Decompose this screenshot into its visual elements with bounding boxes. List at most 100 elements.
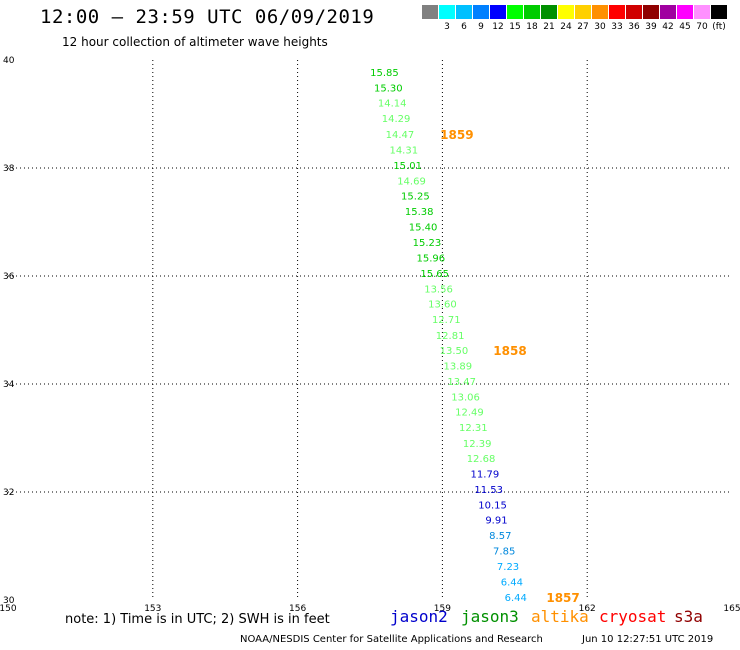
color-scale-swatch xyxy=(558,5,574,19)
y-tick-label: 36 xyxy=(3,272,15,282)
color-scale-swatch xyxy=(473,5,489,19)
x-tick-label: 150 xyxy=(0,604,17,614)
data-point-label: 15.23 xyxy=(413,238,442,249)
data-point-label: 11.53 xyxy=(474,485,503,496)
color-scale-swatch xyxy=(609,5,625,19)
data-point-label: 14.69 xyxy=(397,176,426,187)
data-point-label: 8.57 xyxy=(489,531,511,542)
data-point-label: 15.25 xyxy=(401,192,430,203)
data-point-label: 9.91 xyxy=(485,516,507,527)
color-scale-label: 33 xyxy=(611,22,623,32)
y-tick-label: 30 xyxy=(3,596,15,606)
data-point-label: 11.79 xyxy=(471,470,500,481)
color-scale-swatch xyxy=(507,5,523,19)
grid-lines xyxy=(8,60,732,600)
wave-height-labels: 15.85 15.30 14.14 14.29 14.47 14.31 15.01 14.69… xyxy=(370,68,527,604)
data-point-label: 12.81 xyxy=(436,331,465,342)
data-point-label: 15.96 xyxy=(416,254,445,265)
data-point-label: 6.44 xyxy=(505,593,527,604)
color-scale-label: 39 xyxy=(645,22,657,32)
color-scale-label: 70 xyxy=(696,22,708,32)
data-point-label: 12.49 xyxy=(455,408,484,419)
time-label: 1857 xyxy=(546,591,579,605)
color-scale-label: 36 xyxy=(628,22,640,32)
color-scale-swatch xyxy=(592,5,608,19)
data-point-label: 12.71 xyxy=(432,315,461,326)
x-tick-label: 159 xyxy=(434,604,451,614)
data-point-label: 15.01 xyxy=(393,161,422,172)
data-point-label: 12.39 xyxy=(463,439,492,450)
data-point-label: 12.68 xyxy=(467,454,496,465)
time-label: 1859 xyxy=(440,128,473,142)
y-tick-label: 40 xyxy=(3,56,15,66)
x-tick-label: 162 xyxy=(579,604,596,614)
color-scale-label: 27 xyxy=(577,22,589,32)
axis-tick-labels: 150 153 156 159 162 165 30 32 34 36 38 40 xyxy=(0,56,740,614)
color-scale-label: 24 xyxy=(560,22,572,32)
satellite-legend-item: jason3 xyxy=(461,607,519,626)
color-scale-label: (ft) xyxy=(712,22,726,32)
color-scale-swatch xyxy=(626,5,642,19)
data-point-label: 13.56 xyxy=(424,284,453,295)
satellite-legend-item: s3a xyxy=(674,607,703,626)
color-scale-label: 18 xyxy=(526,22,538,32)
satellite-legend-item: altika xyxy=(531,607,589,626)
color-scale-swatch xyxy=(422,5,438,19)
color-scale-swatch xyxy=(541,5,557,19)
color-scale-swatch xyxy=(643,5,659,19)
color-scale-label: 42 xyxy=(662,22,674,32)
color-scale-swatch xyxy=(490,5,506,19)
color-scale-swatch xyxy=(439,5,455,19)
color-scale-swatch xyxy=(524,5,540,19)
data-point-label: 13.89 xyxy=(444,362,473,373)
time-labels: 1859 1858 1857 xyxy=(440,128,580,605)
time-label: 1858 xyxy=(493,344,526,358)
color-scale-label: 30 xyxy=(594,22,606,32)
data-point-label: 6.44 xyxy=(501,578,523,589)
data-point-label: 15.65 xyxy=(420,269,449,280)
data-point-label: 10.15 xyxy=(478,500,507,511)
color-scale-label: 9 xyxy=(478,22,484,32)
color-scale-swatch xyxy=(456,5,472,19)
data-point-label: 14.47 xyxy=(386,130,415,141)
data-point-label: 15.40 xyxy=(409,222,438,233)
y-tick-label: 38 xyxy=(3,164,15,174)
data-point-label: 13.06 xyxy=(451,392,480,403)
y-tick-label: 32 xyxy=(3,488,14,498)
y-tick-label: 34 xyxy=(3,380,15,390)
color-scale-label: 12 xyxy=(492,22,504,32)
data-point-label: 7.23 xyxy=(497,562,519,573)
x-tick-label: 153 xyxy=(144,604,161,614)
data-point-label: 13.47 xyxy=(447,377,476,388)
data-point-label: 14.31 xyxy=(389,146,418,157)
color-scale-label: 21 xyxy=(543,22,555,32)
data-point-label: 15.38 xyxy=(405,207,434,218)
x-tick-label: 165 xyxy=(723,604,740,614)
data-point-label: 14.14 xyxy=(378,99,407,110)
page-subtitle: 12 hour collection of altimeter wave hei… xyxy=(62,35,328,49)
data-point-label: 7.85 xyxy=(493,546,515,557)
data-point-label: 13.50 xyxy=(440,346,469,357)
data-point-label: 15.30 xyxy=(374,84,403,95)
color-scale-swatch xyxy=(694,5,710,19)
color-scale-swatch xyxy=(677,5,693,19)
color-scale-label: 15 xyxy=(509,22,521,32)
x-tick-label: 156 xyxy=(289,604,306,614)
color-scale-swatch xyxy=(575,5,591,19)
color-scale-label: 3 xyxy=(444,22,450,32)
data-point-label: 12.31 xyxy=(459,423,488,434)
color-scale-label: 6 xyxy=(461,22,467,32)
data-point-label: 13.60 xyxy=(428,300,457,311)
generated-timestamp: Jun 10 12:27:51 UTC 2019 xyxy=(582,634,714,645)
units-note: note: 1) Time is in UTC; 2) SWH is in fe… xyxy=(65,612,330,627)
data-point-label: 14.29 xyxy=(382,114,411,125)
color-scale-label: 45 xyxy=(679,22,691,32)
color-scale-swatch xyxy=(660,5,676,19)
data-point-label: 15.85 xyxy=(370,68,399,79)
satellite-legend-item: cryosat xyxy=(599,607,667,626)
satellite-legend-item: jason2 xyxy=(390,607,448,626)
page-title: 12:00 – 23:59 UTC 06/09/2019 xyxy=(40,6,375,28)
credit-text: NOAA/NESDIS Center for Satellite Applica… xyxy=(240,634,543,645)
color-scale-swatch xyxy=(711,5,727,19)
